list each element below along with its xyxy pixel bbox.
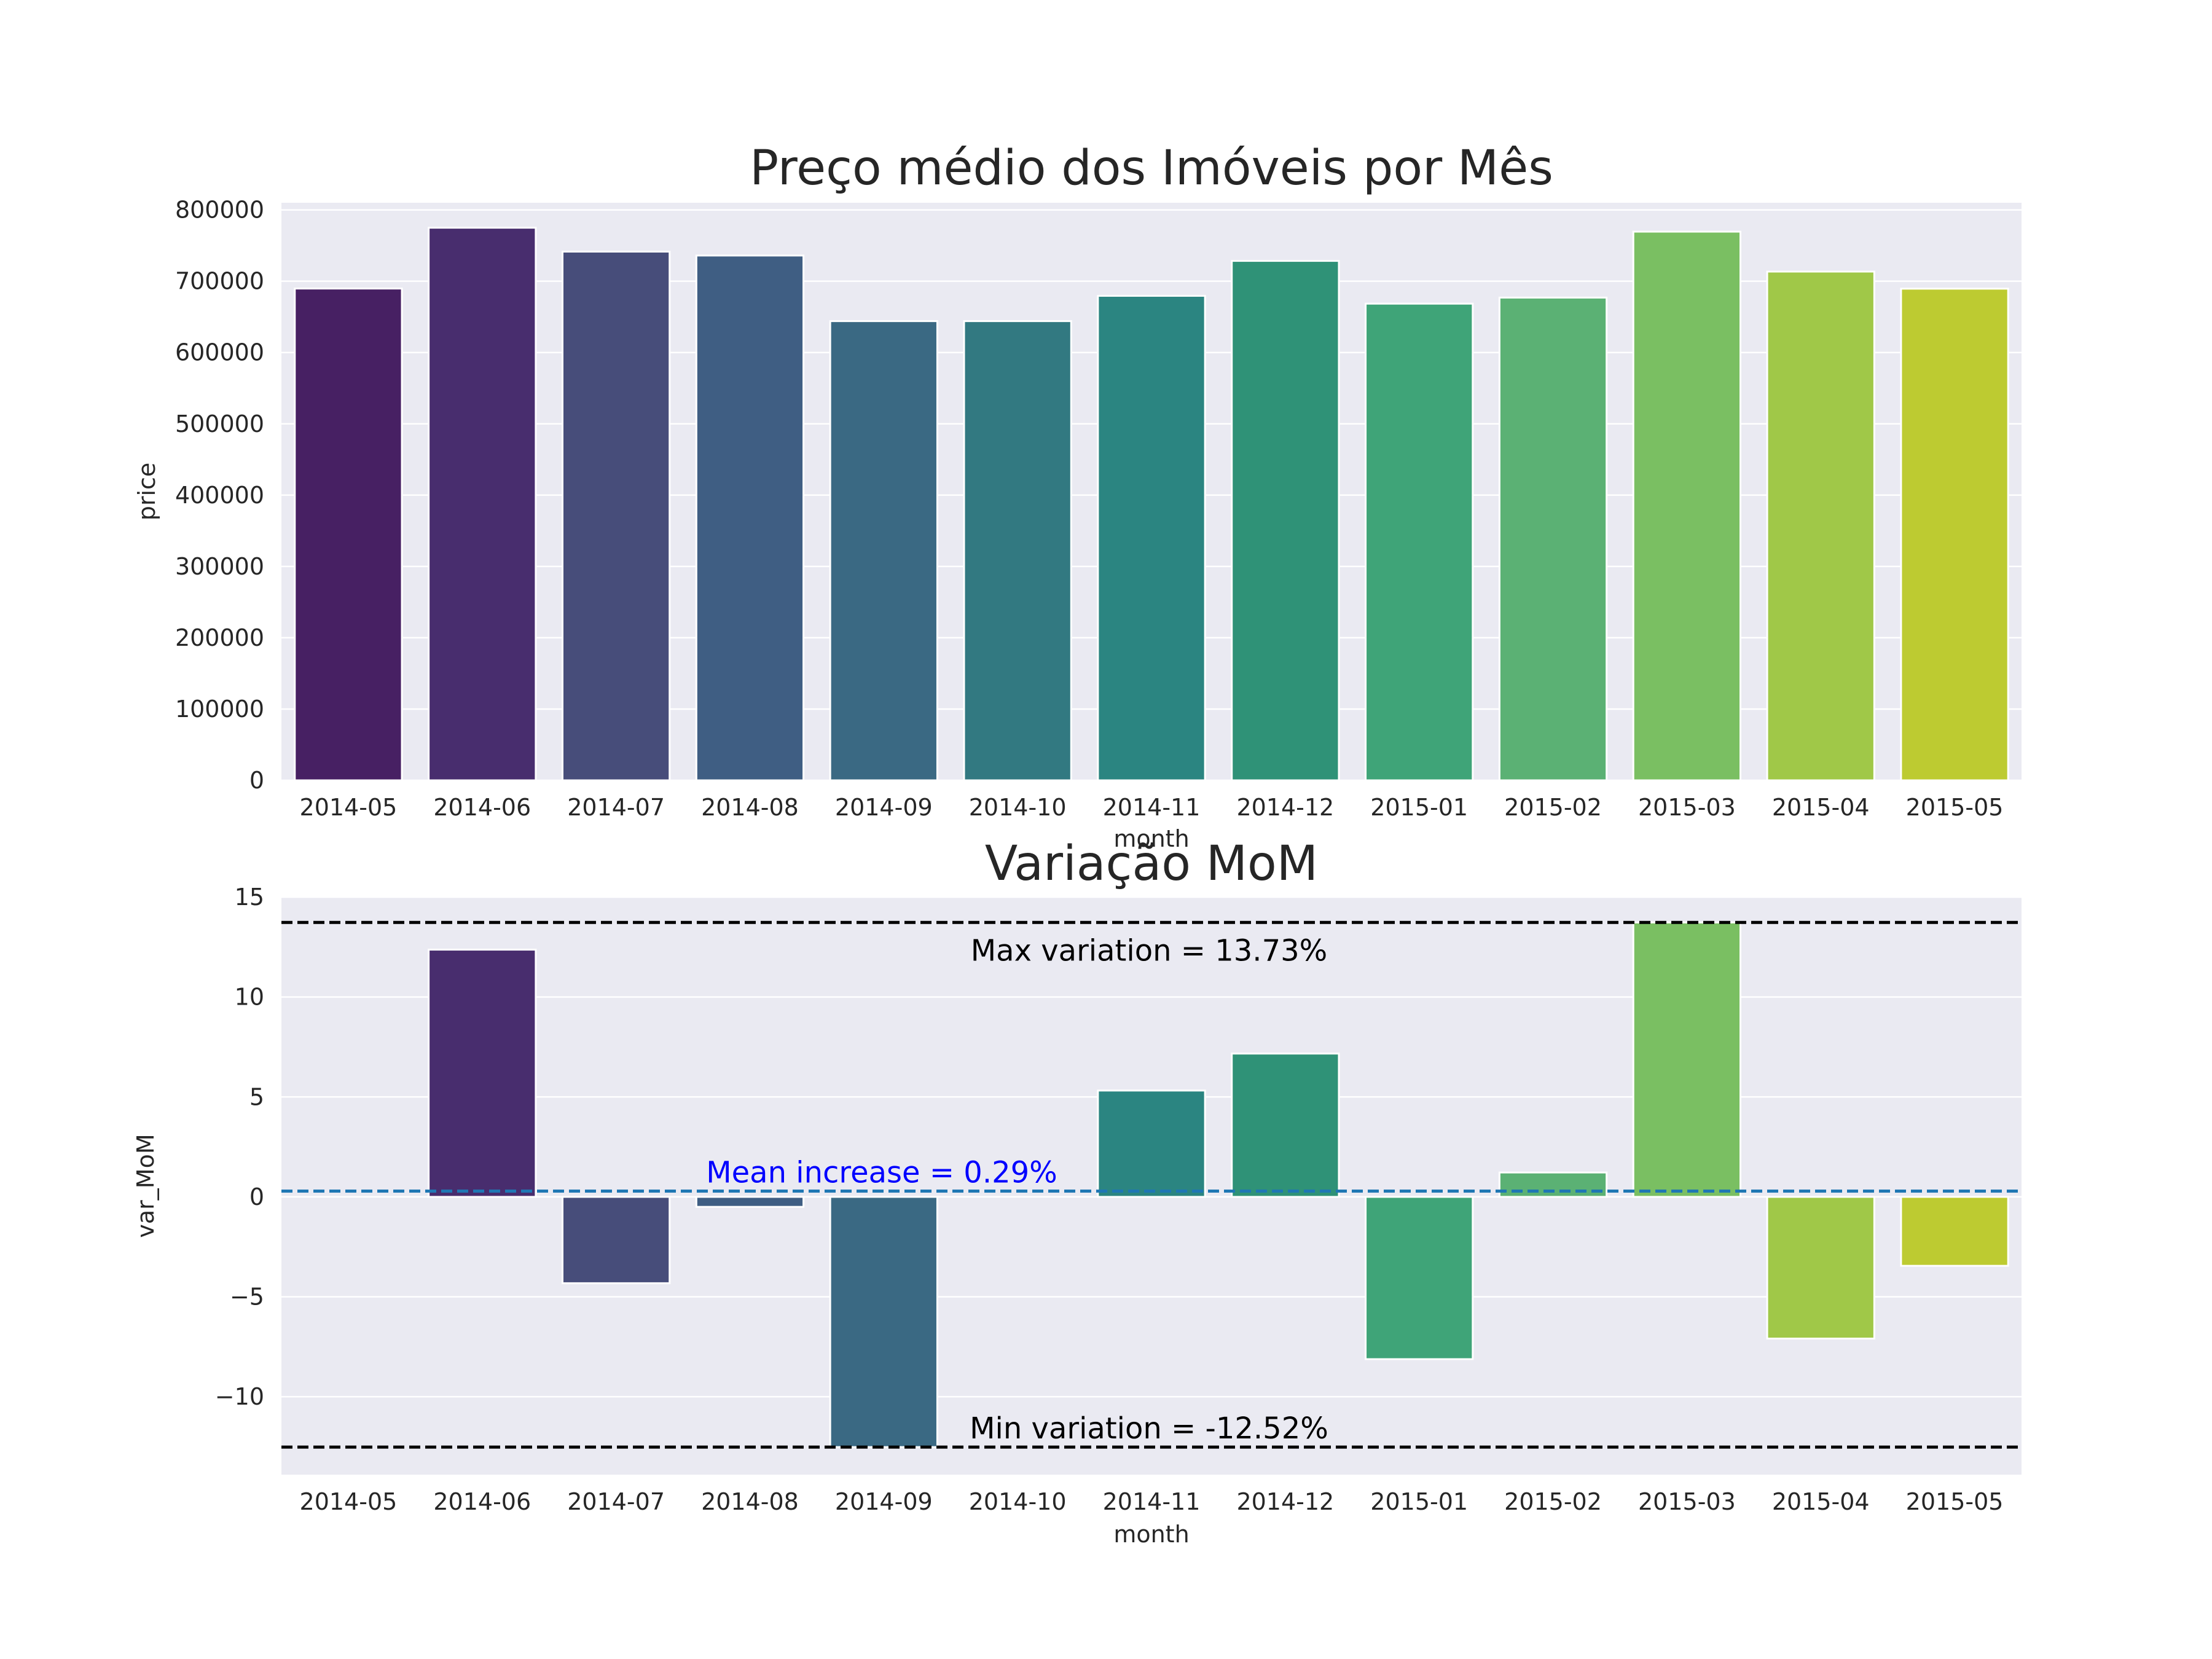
bar-2015-05 [1900, 1196, 2009, 1267]
x-tick-label: 2014-07 [567, 1488, 665, 1515]
x-tick-label: 2015-03 [1638, 794, 1736, 821]
bar-2014-06 [428, 227, 537, 782]
y-tick-label: 800000 [175, 197, 264, 224]
bar-2015-03 [1632, 230, 1742, 782]
bar-2014-07 [561, 250, 671, 782]
x-tick-labels: 2014-05 2014-06 2014-07 2014-08 2014-09 2014-… [300, 794, 2004, 821]
x-tick-label: 2015-02 [1504, 794, 1602, 821]
x-tick-label: 2014-09 [835, 1488, 933, 1515]
bar-2014-12 [1231, 1053, 1340, 1198]
bar-2015-02 [1498, 296, 1608, 782]
y-tick-label: −10 [215, 1383, 264, 1410]
x-tick-label: 2014-08 [701, 794, 799, 821]
reference-line-label: Max variation = 13.73% [971, 933, 1328, 968]
bar-2014-11 [1097, 1089, 1206, 1198]
x-tick-label: 2014-12 [1236, 794, 1334, 821]
x-tick-label: 2015-01 [1370, 794, 1468, 821]
y-tick-label: −5 [230, 1284, 264, 1311]
x-tick-label: 2014-06 [433, 1488, 531, 1515]
x-tick-label: 2014-08 [701, 1488, 799, 1515]
reference-line-label: Min variation = -12.52% [970, 1411, 1328, 1446]
bar-2015-01 [1365, 302, 1474, 782]
y-tick-label: 600000 [175, 339, 264, 366]
bar-2015-01 [1365, 1196, 1474, 1360]
x-tick-label: 2015-04 [1772, 1488, 1870, 1515]
bar-2015-04 [1766, 270, 1875, 782]
y-tick-label: 5 [249, 1083, 264, 1110]
x-tick-label: 2015-01 [1370, 1488, 1468, 1515]
x-tick-label: 2014-11 [1103, 794, 1201, 821]
x-tick-label: 2014-12 [1236, 1488, 1334, 1515]
chart-title: Variação MoM [985, 836, 1318, 892]
bar-2014-10 [963, 320, 1072, 782]
y-tick-label: 10 [235, 984, 264, 1011]
x-tick-label: 2014-09 [835, 794, 933, 821]
bar-2014-08 [695, 1196, 805, 1208]
bar-2015-02 [1498, 1171, 1608, 1198]
bar-2014-09 [829, 1196, 938, 1448]
y-tick-label: 15 [235, 884, 264, 911]
x-tick-label: 2015-05 [1906, 1488, 2004, 1515]
x-tick-label: 2014-10 [969, 1488, 1067, 1515]
x-tick-label: 2014-05 [300, 1488, 398, 1515]
x-tick-label: 2014-06 [433, 794, 531, 821]
y-axis-label: price [133, 463, 160, 521]
y-tick-labels: 0 100000 200000 300000 400000 500000 600000 700… [175, 197, 264, 794]
x-tick-label: 2014-10 [969, 794, 1067, 821]
x-tick-label: 2015-03 [1638, 1488, 1736, 1515]
x-tick-label: 2014-11 [1103, 1488, 1201, 1515]
bar-2015-03 [1632, 921, 1742, 1198]
bar-2014-07 [561, 1196, 671, 1284]
bar-2014-09 [829, 320, 938, 782]
y-tick-label: 400000 [175, 482, 264, 509]
chart-title: Preço médio dos Imóveis por Mês [750, 141, 1553, 196]
y-tick-label: 0 [249, 1183, 264, 1210]
bar-2014-12 [1231, 260, 1340, 782]
chart-variation-mom: Max variation = 13.73% Mean increase = 0.… [132, 836, 2022, 1548]
x-tick-label: 2014-05 [300, 794, 398, 821]
bars [428, 921, 2009, 1448]
x-axis-label: month [1113, 1521, 1189, 1548]
bar-2014-06 [428, 949, 537, 1198]
bar-2015-04 [1766, 1196, 1875, 1339]
x-axis-label: month [1113, 825, 1189, 852]
bar-2014-05 [294, 288, 403, 782]
bar-2014-11 [1097, 294, 1206, 782]
chart-price-by-month: 0 100000 200000 300000 400000 500000 600000 700… [133, 141, 2022, 852]
reference-line-label: Mean increase = 0.29% [706, 1155, 1057, 1190]
y-tick-label: 500000 [175, 410, 264, 437]
y-tick-label: 700000 [175, 268, 264, 295]
bar-2015-05 [1900, 288, 2009, 782]
bar-2014-08 [695, 254, 805, 782]
y-axis-label: var_MoM [132, 1134, 159, 1237]
x-tick-label: 2014-07 [567, 794, 665, 821]
y-tick-labels: −10 −5 0 5 10 15 [215, 884, 264, 1410]
bars [294, 227, 2009, 782]
reference-lines: Max variation = 13.73% Mean increase = 0.… [281, 920, 2022, 1449]
y-tick-label: 300000 [175, 553, 264, 580]
y-tick-label: 0 [249, 767, 264, 794]
x-tick-label: 2015-05 [1906, 794, 2004, 821]
x-tick-label: 2015-04 [1772, 794, 1870, 821]
x-tick-labels: 2014-05 2014-06 2014-07 2014-08 2014-09 2014-… [300, 1488, 2004, 1515]
x-tick-label: 2015-02 [1504, 1488, 1602, 1515]
y-tick-label: 200000 [175, 624, 264, 651]
y-tick-label: 100000 [175, 696, 264, 723]
